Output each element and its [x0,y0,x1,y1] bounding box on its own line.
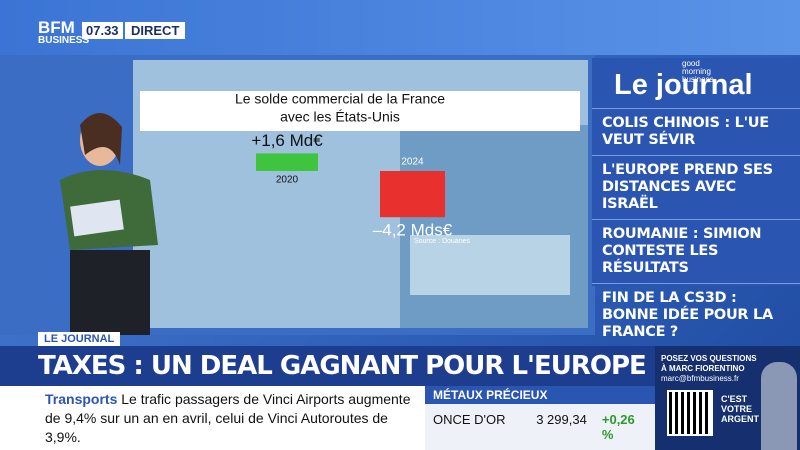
chart: Le solde commercial de la France avec le… [0,55,595,335]
promo: POSEZ VOS QUESTIONS À MARC FIORENTINO ma… [655,346,800,450]
bar [380,171,445,218]
source: Source : Douanes [414,238,471,245]
headline-item: COLIS CHINOIS : L'UE VEUT SÉVIR [592,109,800,156]
market-name: ONCE D'OR [433,412,506,427]
market-box: MÉTAUX PRÉCIEUX ONCE D'OR 3 299,34 +0,26… [425,386,655,450]
live-tag: DIRECT [125,22,186,39]
title-box [140,91,580,131]
value-label: +1,6 Md€ [251,131,323,150]
ticker: Transports Le trafic passagers de Vinci … [45,390,420,447]
promo-email: marc@bfmbusiness.fr [661,374,739,383]
logo: BFM BUSINESS [38,18,90,46]
presenter-pants [70,250,150,335]
presenter-hair [80,112,122,165]
papers [70,199,124,237]
bar [256,153,318,171]
value-label: –4,2 Mds€ [373,221,453,240]
segment-tag: LE JOURNAL [38,332,121,346]
logo-top: BFM [38,18,75,37]
logo-bottom: BUSINESS [38,35,90,46]
clock: 07.33 [82,22,123,39]
qr-code [667,390,713,436]
headline-item: FIN DE LA CS3D : BONNE IDÉE POUR LA FRAN… [592,284,800,348]
headline: TAXES : UN DEAL GAGNANT POUR L'EUROPE ? [38,351,669,381]
chart-title: avec les États-Unis [280,109,400,125]
promo-line: POSEZ VOS QUESTIONS [661,354,757,363]
headline-item: L'EUROPE PREND SES DISTANCES AVEC ISRAËL [592,156,800,220]
brand-small: good morning business [682,59,714,84]
category-label: 2020 [276,175,299,186]
category-label: 2024 [401,157,424,168]
ticker-topic: Transports [45,391,118,407]
sidebar: good morning business Le journal COLIS C… [592,58,800,348]
show-name: C'EST VOTRE ARGENT [721,394,759,424]
brand: Le journal [614,69,753,101]
headline-band [0,346,655,386]
containers [410,235,570,295]
ticker-bg [0,386,425,450]
headline-item: ROUMANIE : SIMION CONTESTE LES RÉSULTATS [592,220,800,284]
market-title: MÉTAUX PRÉCIEUX [425,386,655,404]
ticker-text: Le trafic passagers de Vinci Airports au… [45,391,411,445]
promo-line: À MARC FIORENTINO [661,364,745,373]
host-photo [761,362,797,450]
market-change: +0,26 % [601,412,635,442]
market-value: 3 299,34 [536,412,587,427]
chart-title: Le solde commercial de la France [235,91,445,107]
